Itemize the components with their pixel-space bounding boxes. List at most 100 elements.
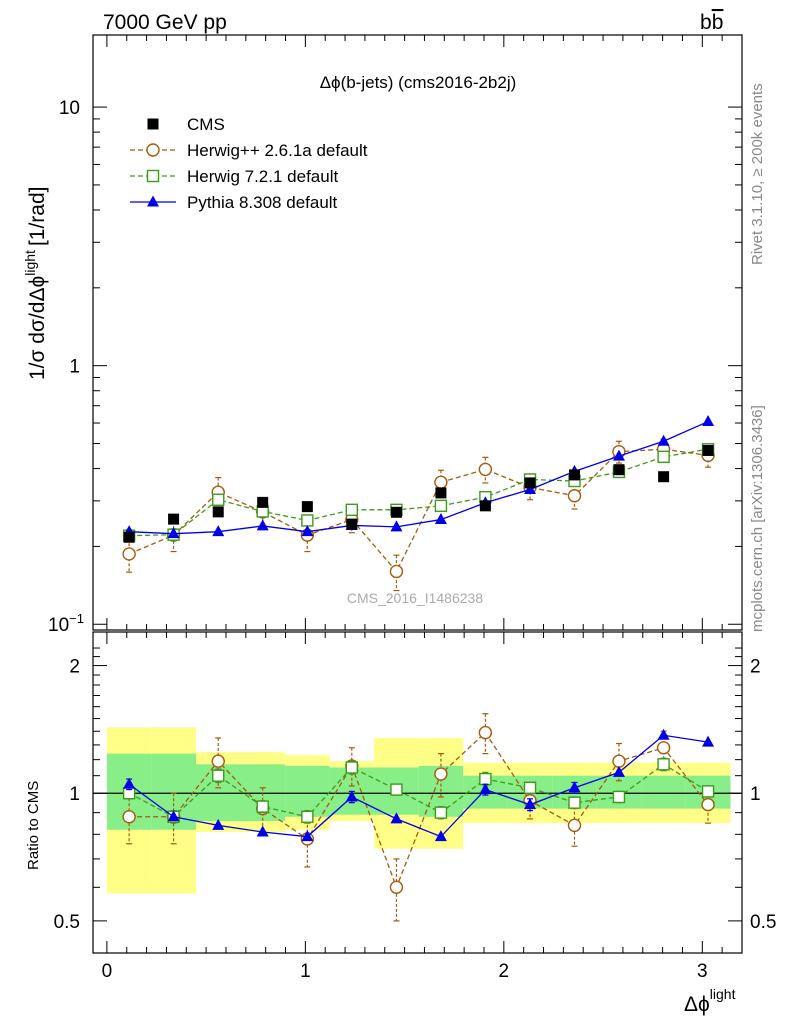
analysis-watermark: CMS_2016_I1486238 — [347, 590, 483, 606]
data-point — [123, 531, 135, 543]
data-point — [390, 506, 402, 518]
ratio-y-tick-label-right: 2 — [750, 657, 761, 678]
data-point — [434, 499, 448, 513]
ratio-point — [390, 783, 403, 796]
ratio-point — [478, 725, 493, 740]
ratio-point — [212, 769, 225, 782]
ratio-y-tick-label: 2 — [69, 657, 80, 678]
y-tick-label: 10−1 — [48, 611, 84, 636]
ratio-y-tick-label: 1 — [69, 784, 80, 805]
ratio-series-line — [128, 734, 709, 838]
data-point — [212, 506, 224, 518]
data-point — [390, 520, 403, 532]
x-tick-label: 3 — [697, 961, 708, 982]
data-point — [702, 415, 715, 427]
plot-title: Δϕ(b-jets) (cms2016-2b2j) — [320, 73, 517, 92]
ratio-point — [479, 772, 492, 786]
ratio-point — [702, 735, 715, 747]
ratio-point — [212, 818, 225, 830]
data-point — [702, 444, 714, 456]
legend-label: Herwig 7.2.1 default — [187, 167, 338, 186]
ratio-point — [256, 825, 269, 837]
data-point — [257, 496, 269, 508]
ratio-point — [656, 741, 671, 755]
ratio-point — [612, 790, 626, 804]
header-process-b: b — [700, 11, 712, 34]
ratio-point — [167, 810, 180, 822]
data-point — [524, 477, 536, 489]
y-tick-label: 1 — [69, 357, 80, 378]
ratio-uncertainty-bands — [106, 727, 731, 894]
data-point — [434, 475, 448, 489]
data-point — [122, 547, 136, 561]
ratio-point — [657, 728, 670, 740]
ratio-point — [568, 796, 581, 809]
ratio-point — [256, 800, 269, 813]
data-point — [167, 527, 180, 539]
data-point — [479, 500, 491, 512]
ratio-point — [657, 758, 670, 771]
data-point — [389, 564, 404, 579]
data-point — [301, 525, 314, 537]
ratio-point — [211, 754, 225, 768]
ratio-point — [567, 818, 582, 833]
ratio-point — [390, 812, 403, 824]
ratio-point — [612, 754, 626, 768]
ratio-point — [523, 781, 537, 794]
ratio-point — [301, 830, 314, 842]
ratio-y-tick-label-right: 1 — [750, 784, 761, 805]
x-tick-label: 2 — [499, 961, 510, 982]
legend: CMS Herwig++ 2.6.1a default Herwig 7.2.1 d… — [130, 115, 368, 212]
mcplots-source-label: mcplots.cern.ch [arXiv:1306.3436] — [749, 405, 766, 632]
ratio-y-axis-label: Ratio to CMS — [25, 781, 42, 870]
data-point — [168, 513, 180, 525]
ratio-point — [434, 767, 448, 781]
data-point — [524, 482, 537, 494]
data-point — [346, 518, 358, 530]
data-point — [613, 464, 625, 476]
data-point — [212, 493, 225, 506]
main-plot-area: 10−1 1 10 — [48, 34, 743, 636]
ratio-point — [612, 765, 625, 777]
data-point — [345, 503, 359, 517]
data-point — [658, 471, 670, 483]
legend-label: CMS — [187, 115, 225, 134]
x-tick-label: 1 — [300, 961, 311, 982]
ratio-point — [123, 777, 136, 789]
legend-marker — [146, 143, 160, 157]
y-tick-label: 10 — [59, 98, 80, 119]
data-point — [435, 487, 447, 499]
ratio-point — [389, 880, 404, 895]
ratio-point — [345, 790, 358, 802]
ratio-point — [345, 761, 359, 774]
main-plot-frame — [92, 34, 743, 631]
series-line — [129, 448, 709, 537]
data-point — [301, 501, 313, 513]
ratio-point — [434, 806, 448, 819]
ratio-point — [524, 798, 537, 810]
data-point — [657, 450, 670, 464]
ratio-point — [301, 810, 314, 823]
ratio-point — [434, 830, 447, 842]
ratio-plot-area: 0 1 2 3 0.5 0.5 1 1 2 2 — [54, 631, 776, 982]
data-point — [301, 514, 314, 527]
ratio-band-inner — [641, 775, 686, 809]
rivet-version-label: Rivet 3.1.10, ≥ 200k events — [749, 83, 766, 265]
legend-marker — [147, 118, 159, 130]
data-point — [567, 489, 582, 503]
ratio-plot-frame — [92, 631, 743, 954]
legend-marker — [147, 195, 159, 207]
data-point — [612, 449, 625, 461]
header-process-bbar: b — [712, 11, 724, 34]
header-energy-label: 7000 GeV pp — [103, 11, 227, 34]
ratio-point — [701, 785, 715, 798]
data-point — [478, 462, 493, 477]
data-point — [568, 469, 580, 481]
data-point — [212, 525, 225, 537]
data-point — [256, 519, 269, 531]
header-process-label: bb — [700, 11, 723, 34]
main-y-axis-label: 1/σ dσ/dΔϕlight[1/rad] — [22, 187, 49, 381]
ratio-point — [701, 797, 715, 812]
ratio-series-line — [128, 763, 709, 818]
